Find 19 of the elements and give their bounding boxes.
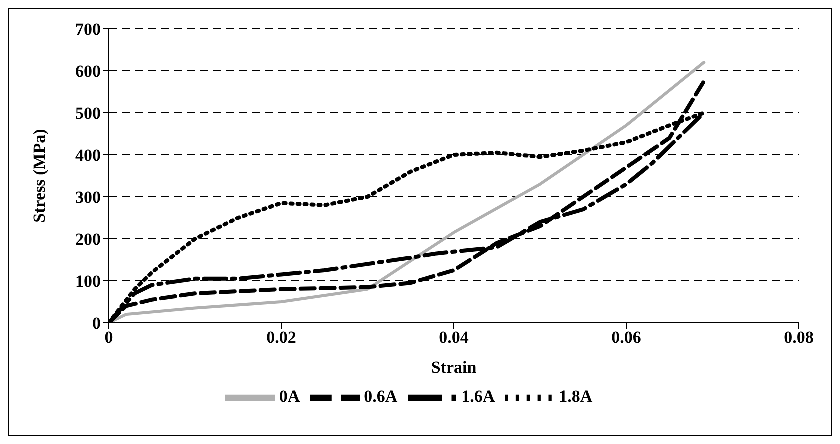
y-tick-label: 400 — [76, 146, 101, 166]
x-tick-label: 0 — [104, 328, 114, 348]
x-tick-label: 0.04 — [439, 328, 470, 348]
legend-label: 1.6A — [462, 386, 496, 406]
y-tick-label: 300 — [76, 188, 101, 208]
y-tick-label: 500 — [76, 104, 101, 124]
legend-label: 1.8A — [559, 386, 593, 406]
x-tick-label: 0.02 — [266, 328, 296, 348]
legend-label: 0A — [279, 386, 300, 406]
y-axis-title: Stress (MPa) — [30, 129, 50, 223]
y-tick-label: 700 — [76, 20, 101, 40]
x-axis-title: Strain — [431, 358, 478, 377]
x-tick-label: 0.06 — [612, 328, 642, 348]
legend-label: 0.6A — [364, 386, 398, 406]
y-tick-label: 100 — [76, 272, 101, 292]
y-tick-label: 200 — [76, 230, 101, 250]
y-tick-label: 0 — [92, 314, 101, 334]
x-tick-label: 0.08 — [784, 328, 814, 348]
y-tick-label: 600 — [76, 62, 101, 82]
